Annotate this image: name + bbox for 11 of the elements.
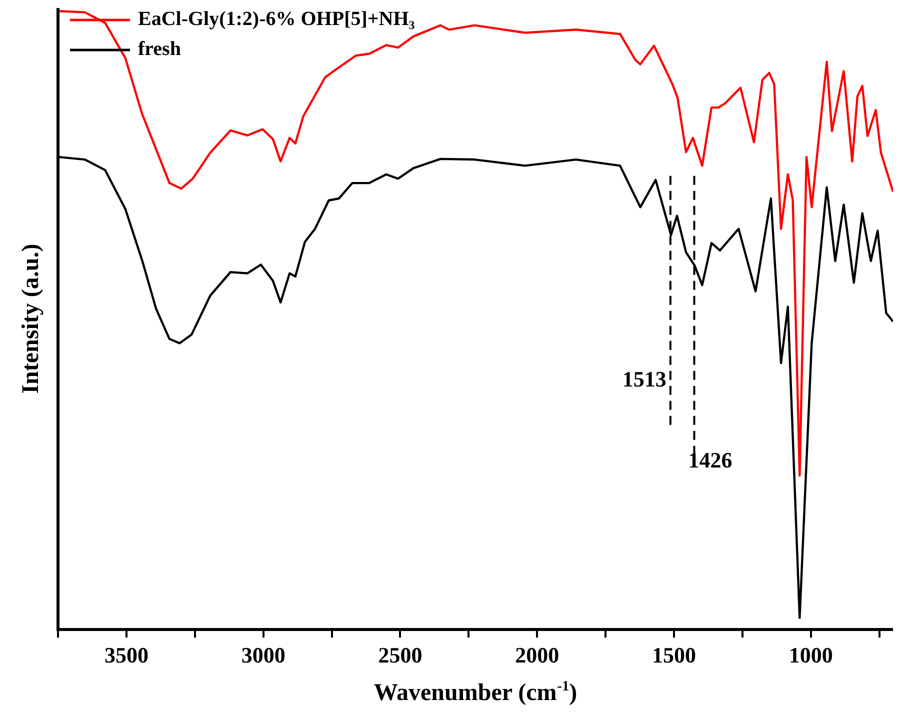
ref-line-label: 1426 [688, 447, 732, 472]
x-tick-label: 2500 [378, 642, 422, 668]
x-tick-label: 3500 [104, 642, 148, 668]
legend-label: EaCl-Gly(1:2)-6% OHP[5]+NH₃ [138, 8, 415, 30]
y-axis-title: Intensity (a.u.) [18, 244, 44, 394]
x-tick-label: 1500 [652, 642, 696, 668]
x-tick-label: 1000 [788, 642, 833, 668]
x-tick-label: 3000 [241, 642, 286, 668]
x-tick-label: 2000 [515, 642, 560, 668]
legend-label: fresh [138, 38, 181, 60]
ref-line-label: 1513 [622, 366, 666, 392]
